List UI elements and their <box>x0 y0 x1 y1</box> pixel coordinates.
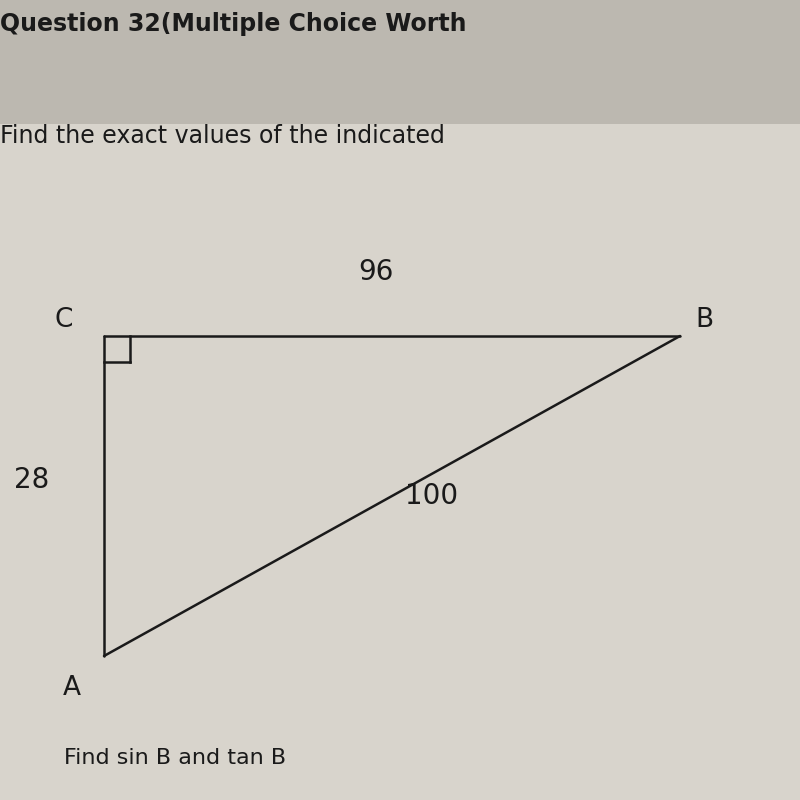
Text: A: A <box>63 675 81 701</box>
Text: 100: 100 <box>406 482 458 510</box>
Text: 28: 28 <box>14 466 50 494</box>
Text: B: B <box>695 307 713 333</box>
Text: Question 32(Multiple Choice Worth: Question 32(Multiple Choice Worth <box>0 12 466 36</box>
Text: C: C <box>55 307 73 333</box>
Text: 96: 96 <box>358 258 394 286</box>
FancyBboxPatch shape <box>0 0 800 124</box>
Text: Find sin B and tan B: Find sin B and tan B <box>64 748 286 768</box>
Text: Find the exact values of the indicated: Find the exact values of the indicated <box>0 124 445 148</box>
